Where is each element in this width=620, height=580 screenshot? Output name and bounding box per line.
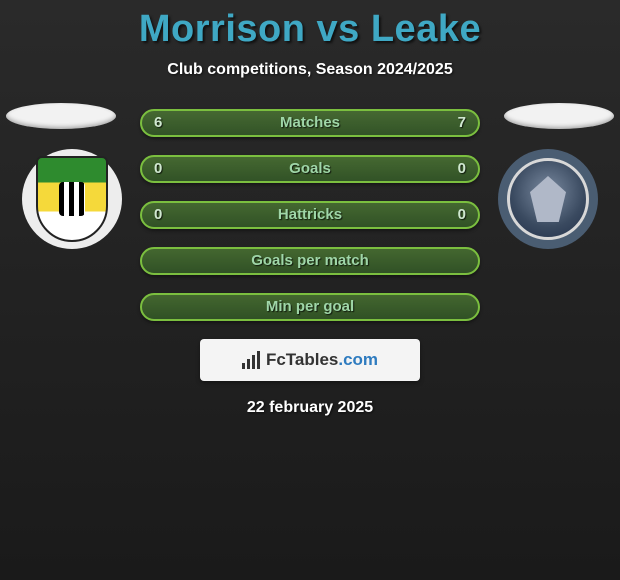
stat-right-value: 7 xyxy=(446,111,478,135)
brand-watermark: FcTables.com xyxy=(200,339,420,381)
stat-right-value xyxy=(454,295,478,319)
brand-name-suffix: .com xyxy=(338,350,378,369)
stat-label: Min per goal xyxy=(142,295,478,319)
player-right-placeholder xyxy=(504,103,614,129)
player-left-placeholder xyxy=(6,103,116,129)
stat-row-min-per-goal: Min per goal xyxy=(140,293,480,321)
stat-right-value xyxy=(454,249,478,273)
stat-label: Goals xyxy=(142,157,478,181)
comparison-area: 6 Matches 7 0 Goals 0 0 Hattricks 0 Goal… xyxy=(0,109,620,417)
club-badge-right xyxy=(498,149,598,249)
stat-row-goals-per-match: Goals per match xyxy=(140,247,480,275)
stat-row-hattricks: 0 Hattricks 0 xyxy=(140,201,480,229)
stat-label: Goals per match xyxy=(142,249,478,273)
subtitle: Club competitions, Season 2024/2025 xyxy=(0,61,620,79)
stats-list: 6 Matches 7 0 Goals 0 0 Hattricks 0 Goal… xyxy=(140,109,480,321)
stat-label: Matches xyxy=(142,111,478,135)
club-badge-left xyxy=(22,149,122,249)
brand-name: FcTables.com xyxy=(266,350,378,370)
stat-label: Hattricks xyxy=(142,203,478,227)
stat-row-matches: 6 Matches 7 xyxy=(140,109,480,137)
stat-row-goals: 0 Goals 0 xyxy=(140,155,480,183)
bar-chart-icon xyxy=(242,351,260,369)
page-title: Morrison vs Leake xyxy=(0,0,620,51)
stat-right-value: 0 xyxy=(446,203,478,227)
comparison-date: 22 february 2025 xyxy=(0,399,620,417)
stat-right-value: 0 xyxy=(446,157,478,181)
club-crest-right-icon xyxy=(507,158,589,240)
club-crest-left-icon xyxy=(36,156,108,242)
brand-name-main: FcTables xyxy=(266,350,338,369)
